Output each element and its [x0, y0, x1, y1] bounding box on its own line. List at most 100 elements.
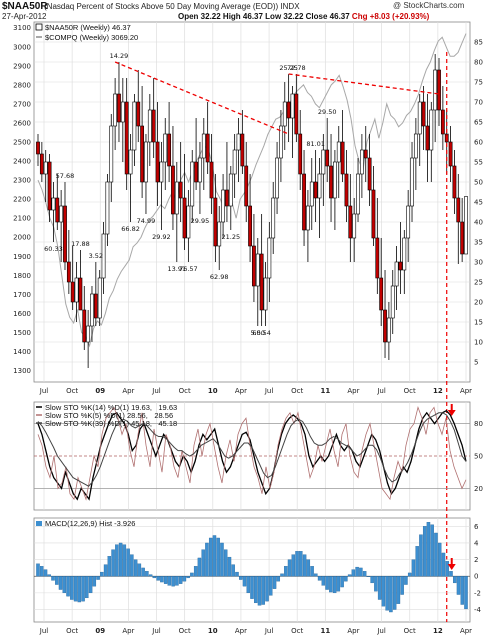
y-right-tick-label: 80: [474, 59, 483, 67]
y-right-tick-label: 5: [474, 359, 478, 367]
macd-hist-bar: [163, 576, 168, 584]
y-left-tick-label: 2300: [13, 177, 31, 185]
candle-body: [267, 237, 272, 279]
macd-y-tick: 6: [474, 523, 479, 531]
y-right-tick-label: 40: [474, 219, 483, 227]
macd-hist-bar: [359, 567, 363, 577]
candle-body: [144, 141, 148, 183]
candle-body: [329, 165, 333, 199]
candle-body: [70, 281, 75, 303]
down-arrow-marker: [447, 558, 456, 570]
y-left-tick-label: 2200: [13, 196, 31, 204]
y-left-tick-label: 2700: [13, 100, 31, 108]
candle-body: [93, 293, 98, 319]
macd-hist-bar: [291, 554, 296, 577]
macd-hist-bar: [302, 554, 307, 577]
candle-body: [221, 189, 225, 223]
macd-hist-bar: [276, 576, 281, 582]
candle-body: [367, 157, 372, 191]
macd-hist-bar: [122, 544, 127, 577]
quote-line: Open 32.22 High 46.37 Low 32.22 Close 46…: [178, 12, 429, 21]
macd-hist-bar: [329, 576, 333, 593]
annotation-label: 29.50: [318, 108, 337, 116]
compq-line: [37, 33, 467, 348]
macd-hist-bar: [344, 576, 348, 582]
candle-body: [344, 173, 349, 207]
macd-hist-bar: [426, 522, 431, 577]
candle-body: [340, 141, 345, 175]
x-tick-label-bottom: Apr: [235, 627, 247, 635]
macd-hist-bar: [257, 576, 262, 606]
candle-body: [186, 205, 191, 239]
candle-body: [167, 133, 171, 167]
macd-hist-bar: [152, 576, 157, 579]
x-tick-label-bottom: Jul: [39, 627, 49, 635]
candle-body: [47, 161, 52, 211]
macd-hist-bar: [81, 576, 85, 602]
annotation-label: 17.88: [71, 240, 90, 248]
macd-hist-bar: [141, 567, 145, 577]
candle-body: [90, 293, 94, 327]
candle-body: [290, 93, 295, 119]
x-tick-label-top: 11: [320, 387, 330, 395]
candle-body: [248, 205, 252, 247]
y-left-tick-label: 3000: [13, 43, 31, 51]
macd-hist-bar: [96, 576, 100, 580]
y-left-tick-label: 2000: [13, 234, 31, 242]
candle-body: [120, 101, 125, 123]
macd-hist-bar: [231, 564, 235, 577]
y-right-tick-label: 50: [474, 179, 483, 187]
x-tick-label-bottom: Oct: [66, 627, 78, 635]
y-left-tick-label: 2900: [13, 62, 31, 70]
quote-open: Open 32.22: [178, 12, 221, 21]
macd-hist-bar: [62, 576, 67, 594]
candle-body: [371, 189, 376, 239]
down-arrow-marker: [447, 404, 456, 416]
macd-hist-bar: [460, 576, 464, 605]
x-tick-label-bottom: Oct: [404, 627, 416, 635]
annotation-label: 62.98: [210, 273, 229, 281]
y-left-tick-label: 2800: [13, 81, 31, 89]
y-right-tick-label: 75: [474, 79, 483, 87]
candle-body: [78, 277, 83, 311]
macd-hist-bar: [321, 576, 326, 586]
candle-body: [286, 101, 291, 119]
macd-hist-bar: [370, 576, 374, 584]
price-legend: [35, 23, 43, 38]
candle-body: [240, 133, 245, 167]
macd-hist-bar: [411, 559, 416, 577]
candle-body: [363, 149, 368, 159]
candle-body: [132, 101, 137, 151]
candle-body: [252, 245, 256, 287]
macd-hist-bar: [332, 576, 337, 594]
macd-hist-bar: [314, 573, 318, 577]
x-tick-label-bottom: Oct: [179, 627, 191, 635]
candle-body: [259, 253, 264, 311]
y-left-tick-label: 1300: [13, 367, 31, 375]
candle-body: [59, 205, 64, 223]
candle-body: [205, 133, 210, 163]
macd-hist-bar: [220, 542, 224, 577]
macd-hist-bar: [456, 576, 461, 595]
x-tick-label-top: 12: [433, 387, 443, 395]
candle-body: [410, 157, 414, 207]
macd-hist-bar: [171, 576, 175, 587]
candle-body: [309, 181, 314, 207]
x-tick-label-bottom: Apr: [122, 627, 134, 635]
x-tick-label-bottom: 09: [95, 627, 105, 635]
candle-body: [421, 101, 426, 127]
x-tick-label-top: Apr: [235, 387, 247, 395]
candle-body: [317, 173, 322, 199]
macd-hist-bar: [419, 534, 423, 577]
macd-hist-bar: [392, 576, 397, 610]
macd-hist-bar: [280, 573, 284, 577]
trendline: [288, 73, 440, 95]
candle-body: [228, 173, 233, 207]
x-tick-label-bottom: 11: [320, 627, 330, 635]
candle-body: [97, 277, 102, 319]
macd-hist-bar: [254, 576, 258, 604]
macd-hist-bar: [430, 524, 434, 577]
stochastic-line-3: [37, 412, 467, 487]
y-left-tick-label: 1500: [13, 329, 31, 337]
x-tick-label-top: 09: [95, 387, 105, 395]
